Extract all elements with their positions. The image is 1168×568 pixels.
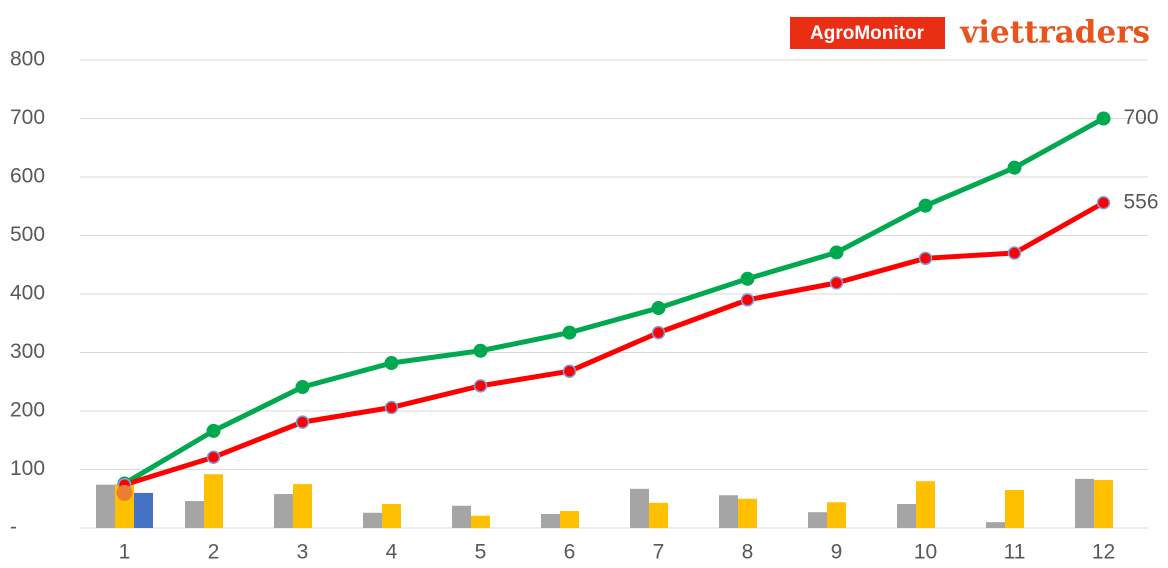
bar <box>986 522 1005 528</box>
line-marker <box>1096 111 1111 126</box>
y-tick-label: 300 <box>10 340 45 363</box>
line-marker <box>473 343 488 358</box>
line-marker <box>918 198 933 213</box>
x-tick-label: 4 <box>386 541 398 564</box>
data-label: 700 <box>1124 106 1159 129</box>
x-tick-label: 11 <box>1004 541 1026 564</box>
bar <box>630 488 649 528</box>
x-tick-label: 7 <box>653 541 665 564</box>
y-tick-label: 700 <box>10 106 45 129</box>
bar <box>471 515 490 528</box>
y-tick-label: 100 <box>10 457 45 480</box>
bar <box>719 495 738 528</box>
line-marker <box>562 325 577 340</box>
line-marker <box>740 271 755 286</box>
bar <box>827 502 846 528</box>
bar <box>134 492 153 528</box>
bar <box>560 511 579 528</box>
line-marker <box>206 423 221 438</box>
bar <box>293 484 312 528</box>
line-marker <box>918 251 933 266</box>
bar <box>204 474 223 528</box>
line-marker <box>384 356 399 371</box>
y-tick-label: 400 <box>10 282 45 305</box>
bar <box>541 513 560 528</box>
x-tick-label: 8 <box>742 541 754 564</box>
y-tick-label: 600 <box>10 165 45 188</box>
bar <box>452 505 471 528</box>
y-tick-label: 800 <box>10 48 45 71</box>
bar <box>1005 489 1024 528</box>
bar <box>1075 478 1094 528</box>
bar <box>274 494 293 528</box>
logo-box <box>790 17 945 49</box>
line-marker <box>1096 195 1111 210</box>
y-tick-label: - <box>10 516 17 539</box>
line-marker <box>651 301 666 316</box>
logo-agromonitor: AgroMonitor <box>810 23 925 44</box>
bar <box>382 504 401 528</box>
x-tick-label: 2 <box>208 541 220 564</box>
line-marker <box>384 400 399 415</box>
logo-viettraders: viettraders <box>959 15 1150 51</box>
data-label: 556 <box>1124 190 1159 213</box>
line-marker <box>829 276 844 290</box>
y-tick-label: 500 <box>10 223 45 246</box>
line-marker <box>206 450 221 464</box>
bar <box>185 501 204 528</box>
x-tick-label: 10 <box>914 541 937 564</box>
line-marker <box>740 293 755 307</box>
x-tick-label: 6 <box>564 541 576 564</box>
line-marker <box>1007 160 1022 175</box>
y-tick-label: 200 <box>10 399 45 422</box>
line-marker <box>295 380 310 395</box>
x-tick-label: 12 <box>1092 541 1115 564</box>
bar <box>96 484 115 528</box>
line-marker <box>1007 246 1022 260</box>
line <box>123 200 1105 488</box>
line-marker <box>295 415 310 429</box>
x-tick-label: 5 <box>475 541 487 564</box>
line-marker <box>651 325 666 340</box>
bar <box>808 512 827 528</box>
bar <box>916 481 935 528</box>
bar <box>363 512 382 528</box>
dot-marker <box>116 484 133 501</box>
line <box>123 116 1105 486</box>
line-marker <box>473 379 488 393</box>
x-tick-label: 1 <box>119 541 131 564</box>
line-marker <box>562 364 577 378</box>
bar <box>897 504 916 528</box>
bar <box>649 502 668 528</box>
bar <box>1094 480 1113 528</box>
line-marker <box>829 245 844 260</box>
bar <box>738 498 757 528</box>
x-tick-label: 3 <box>297 541 309 564</box>
x-tick-label: 9 <box>831 541 843 564</box>
